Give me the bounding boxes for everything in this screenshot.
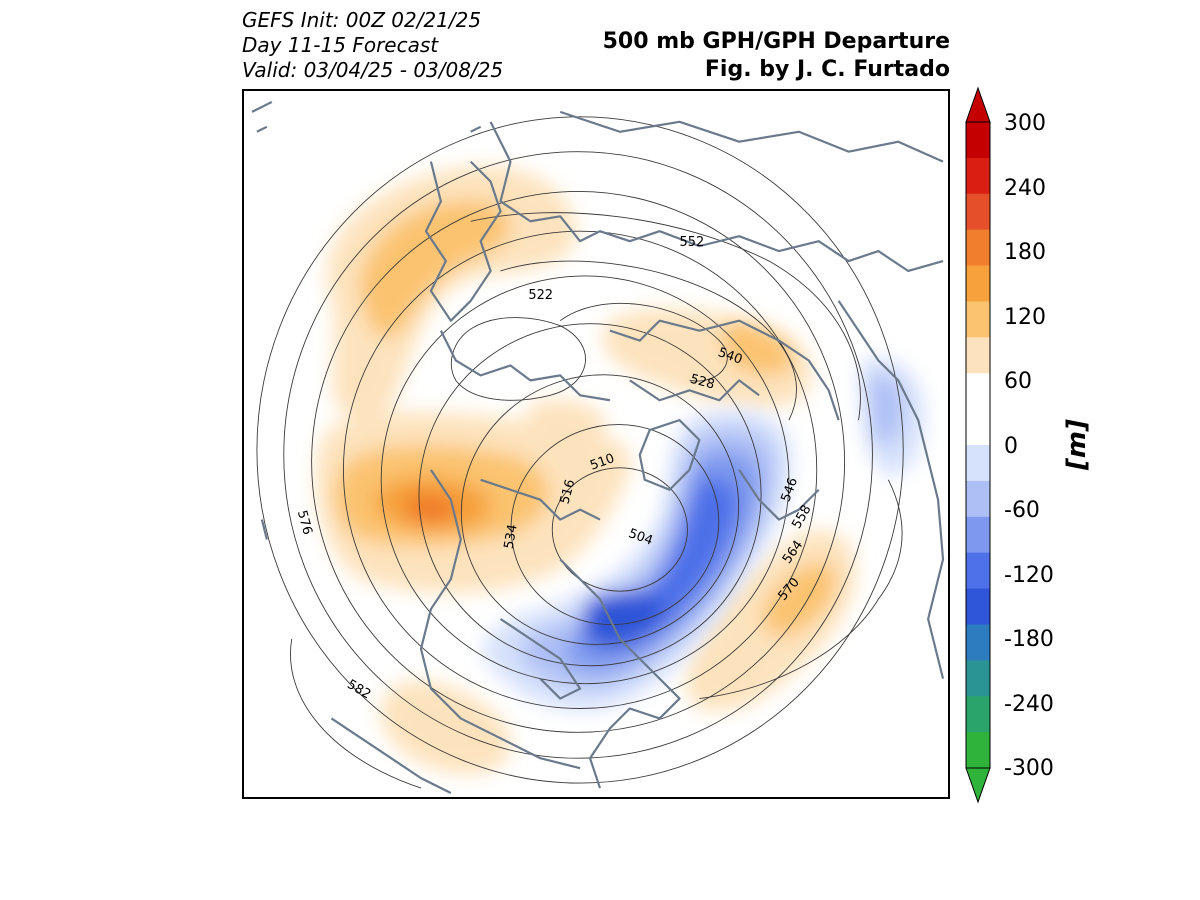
colorbar-swatch [966, 409, 990, 446]
height-contours [256, 116, 904, 789]
map-title: 500 mb GPH/GPH Departure [602, 29, 950, 54]
positive-anomaly-shading [315, 166, 856, 774]
colorbar-swatch [966, 732, 990, 769]
colorbar-tick: 60 [1004, 369, 1032, 394]
colorbar-tick: 240 [1004, 176, 1046, 201]
contour-label-552: 552 [680, 235, 705, 250]
colorbar-swatch [966, 588, 990, 625]
colorbar-swatch [966, 337, 990, 374]
colorbar-swatch [966, 480, 990, 518]
colorbar-tick: -180 [1004, 627, 1054, 652]
header-right: 500 mb GPH/GPH Departure Fig. by J. C. F… [603, 28, 950, 84]
contour-label-576: 576 [294, 509, 315, 537]
colorbar-swatch [966, 445, 990, 482]
contour-label-534: 534 [502, 523, 521, 550]
map-panel: 552 522 540 528 510 516 546 504 558 534 … [242, 89, 950, 799]
header-left: GEFS Init: 00Z 02/21/25 Day 11-15 Foreca… [242, 8, 503, 83]
colorbar [940, 82, 1000, 808]
colorbar-tick: -240 [1004, 692, 1054, 717]
colorbar-swatch [966, 696, 990, 733]
colorbar-swatch [966, 660, 990, 697]
colorbar-tick: -120 [1004, 563, 1054, 588]
valid-line: Valid: 03/04/25 - 03/08/25 [242, 58, 504, 82]
contour-label-558: 558 [789, 503, 814, 532]
colorbar-swatch [966, 157, 990, 195]
forecast-line: Day 11-15 Forecast [242, 33, 439, 57]
colorbar-outline [965, 121, 991, 769]
colorbar-tick: -60 [1004, 498, 1040, 523]
colorbar-swatch [966, 516, 990, 554]
colorbar-swatch [966, 229, 990, 267]
colorbar-swatch [966, 373, 990, 410]
colorbar-tick: 0 [1004, 434, 1018, 459]
colorbar-swatch [966, 624, 990, 661]
colorbar-tick: 300 [1004, 111, 1046, 136]
colorbar-swatch [966, 265, 990, 302]
colorbar-tick: 120 [1004, 305, 1046, 330]
colorbar-max-arrow [965, 86, 991, 123]
colorbar-swatch [966, 552, 990, 590]
contour-label-516: 516 [558, 478, 579, 506]
contour-label-522: 522 [528, 288, 553, 303]
init-line: GEFS Init: 00Z 02/21/25 [242, 8, 482, 32]
coastlines [251, 100, 945, 794]
colorbar-tick: -300 [1004, 756, 1054, 781]
colorbar-swatches [965, 86, 991, 804]
contour-label-504: 504 [626, 526, 654, 549]
contour-label-582: 582 [344, 677, 373, 702]
colorbar-swatch [966, 122, 990, 159]
colorbar-swatch [966, 193, 990, 231]
colorbar-unit-label: [m] [1062, 419, 1092, 470]
colorbar-min-arrow [965, 767, 991, 804]
polar-stereographic-map: 552 522 540 528 510 516 546 504 558 534 … [251, 100, 945, 794]
colorbar-tick: 180 [1004, 240, 1046, 265]
contour-label-528: 528 [688, 372, 716, 393]
figure-credit: Fig. by J. C. Furtado [704, 57, 950, 82]
negative-anomaly-shading [483, 357, 925, 711]
colorbar-swatch [966, 301, 990, 338]
